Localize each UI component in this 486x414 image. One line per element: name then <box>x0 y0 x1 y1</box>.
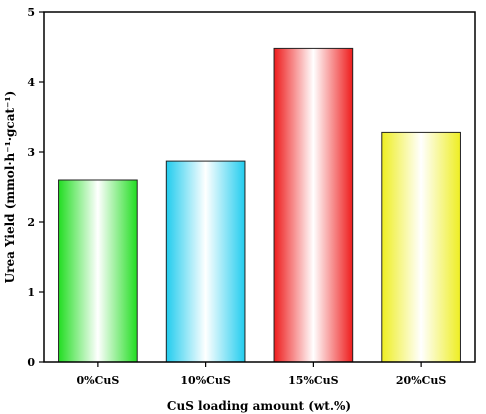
bar-20-cus <box>381 131 461 363</box>
y-axis-title: Urea Yield (mmol·h⁻¹·gcat⁻¹) <box>3 91 17 284</box>
bar-0-cus <box>58 179 138 363</box>
y-tick-label: 3 <box>27 146 35 159</box>
x-ticks-group: 0%CuS 10%CuS 15%CuS 20%CuS <box>76 362 446 387</box>
plot-frame <box>43 11 476 363</box>
bar-10-cus <box>165 160 246 363</box>
y-tick-label: 5 <box>27 6 35 19</box>
y-tick-label: 2 <box>27 216 35 229</box>
x-tick-label: 10%CuS <box>180 374 231 387</box>
y-ticks-group: 0 1 2 3 4 5 <box>27 6 44 369</box>
x-tick-label: 0%CuS <box>76 374 119 387</box>
x-axis-title: CuS loading amount (wt.%) <box>167 399 351 413</box>
x-tick-label: 15%CuS <box>288 374 339 387</box>
bars-group <box>58 47 461 363</box>
x-tick-label: 20%CuS <box>396 374 447 387</box>
bar-15-cus <box>273 47 354 363</box>
y-tick-label: 0 <box>27 356 35 369</box>
y-tick-label: 1 <box>27 286 35 299</box>
y-tick-label: 4 <box>27 76 35 89</box>
